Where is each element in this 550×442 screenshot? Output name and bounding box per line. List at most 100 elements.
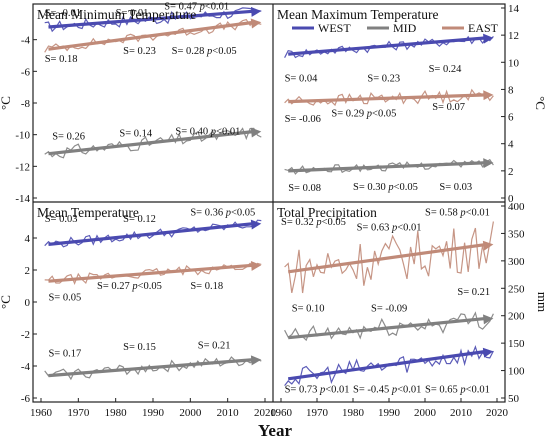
trend-line-mid <box>48 129 255 156</box>
x-tick-label: 2020 <box>254 407 277 419</box>
y-axis-label: mm <box>535 292 550 312</box>
trend-arrowhead-mid <box>483 158 494 169</box>
trend-line-mid <box>288 316 487 340</box>
x-tick-label: 2010 <box>450 407 473 419</box>
slope-label: S= 0.26 <box>52 131 85 142</box>
y-tick-label: -14 <box>15 193 30 205</box>
slope-label: S= 0.29 p<0.05 <box>331 109 396 120</box>
slope-label: S= 0.18 <box>45 54 78 65</box>
y-tick-label: 10 <box>508 57 520 69</box>
slope-label: S= 0.23 <box>367 73 400 84</box>
panel-title: Total Precipitation <box>277 205 377 220</box>
trend-arrowhead-mid <box>250 355 262 366</box>
trend-arrowhead-west <box>483 33 494 44</box>
y-tick-label: -6 <box>21 393 31 405</box>
y-tick-label: 350 <box>508 228 525 240</box>
slope-label: S= -0.09 <box>371 303 407 314</box>
slope-label: S= 0.05 <box>48 292 81 303</box>
slope-label: S= 0.58 p<0.01 <box>425 207 490 218</box>
x-tick-label: 1960 <box>270 407 293 419</box>
y-tick-label: 14 <box>508 3 520 15</box>
y-tick-label: -4 <box>21 35 31 47</box>
trend-arrowhead-mid <box>482 314 494 325</box>
trend-line-east <box>48 20 255 51</box>
slope-label: S= 0.65 p<0.01 <box>425 385 490 396</box>
x-tick-label: 1980 <box>342 407 365 419</box>
x-axis-label: Year <box>258 421 292 440</box>
slope-label: S= 0.63 p<0.01 <box>357 223 422 234</box>
slope-label: S= 0.18 <box>190 281 223 292</box>
slope-label: S= 0.21 <box>457 287 490 298</box>
trend-line-west <box>48 9 255 29</box>
slope-label: S= 0.23 <box>123 46 156 57</box>
y-tick-label: -8 <box>21 98 31 110</box>
y-tick-label: 0 <box>508 193 514 205</box>
trend-line-east <box>287 242 487 274</box>
slope-label: S= 0.15 <box>123 342 156 353</box>
x-tick-label: 1970 <box>67 407 90 419</box>
y-tick-label: 12 <box>508 30 519 42</box>
x-tick-label: 1990 <box>142 407 165 419</box>
y-tick-label: 2 <box>508 166 514 178</box>
slope-label: S= 0.03 <box>439 182 472 193</box>
y-tick-label: -12 <box>15 161 30 173</box>
slope-label: S= 0.32 p<0.05 <box>281 217 346 228</box>
y-tick-label: 250 <box>508 283 525 295</box>
slope-label: S= 0.27 p<0.05 <box>97 281 162 292</box>
y-axis-label: °C <box>0 96 13 110</box>
panel-title: Mean Temperature <box>37 205 139 220</box>
slope-label: S= 0.01 <box>116 8 149 19</box>
y-tick-label: 6 <box>508 112 514 124</box>
y-tick-label: 2 <box>25 265 31 277</box>
y-tick-label: 200 <box>508 311 525 323</box>
y-tick-label: 0 <box>25 297 31 309</box>
plot-frame <box>32 3 506 403</box>
legend-label-west: WEST <box>318 21 351 35</box>
slope-label: S= 0.07 <box>432 102 465 113</box>
slope-label: S= 0.28 p<0.05 <box>172 46 237 57</box>
trend-arrowhead-mid <box>250 127 262 138</box>
x-tick-label: 1980 <box>105 407 128 419</box>
trend-arrowhead-west <box>250 219 262 230</box>
slope-label: S= 0.30 p<0.05 <box>353 182 418 193</box>
x-tick-label: 1970 <box>306 407 329 419</box>
trend-arrowhead-east <box>482 240 494 251</box>
trend-line-west <box>288 36 487 56</box>
trend-arrowhead-west <box>482 347 494 358</box>
slope-label: S= 0.08 <box>288 183 321 194</box>
trend-line-mid <box>48 358 255 378</box>
trend-arrowhead-east <box>483 90 494 101</box>
trend-line-mid <box>288 161 487 173</box>
y-tick-label: 100 <box>508 366 525 378</box>
y-tick-label: 4 <box>508 139 514 151</box>
slope-label: S= -0.45 p<0.01 <box>353 385 421 396</box>
trend-arrowhead-west <box>250 6 262 17</box>
slope-label: S= 0.40 p<0.01 <box>175 127 240 138</box>
y-tick-label: 300 <box>508 256 525 268</box>
y-tick-label: 8 <box>508 84 514 96</box>
y-tick-label: 150 <box>508 338 525 350</box>
slope-label: S= 0.17 <box>48 348 81 359</box>
y-axis-label-right: °C <box>533 96 548 110</box>
trend-arrowhead-east <box>250 260 262 271</box>
slope-label: S= 0.12 <box>123 214 156 225</box>
slope-label: S= -0.06 <box>285 114 321 125</box>
legend-label-mid: MID <box>393 21 417 35</box>
y-tick-label: 50 <box>508 393 520 405</box>
slope-label: S= 0.24 <box>429 64 463 75</box>
trend-line-east <box>48 263 255 283</box>
y-axis-label: °C <box>0 295 13 309</box>
legend-label-east: EAST <box>468 21 499 35</box>
x-tick-label: 2010 <box>217 407 240 419</box>
trend-line-west <box>48 222 255 246</box>
x-tick-label: 2000 <box>179 407 202 419</box>
x-tick-label: 1960 <box>30 407 53 419</box>
slope-label: S= 0.36 p<0.05 <box>190 208 255 219</box>
trend-line-east <box>288 93 487 104</box>
trend-line-west <box>287 349 487 381</box>
y-tick-label: -6 <box>21 66 31 78</box>
y-tick-label: -2 <box>21 329 30 341</box>
y-tick-label: -10 <box>15 130 30 142</box>
slope-label: S= 0.73 p<0.01 <box>285 385 350 396</box>
